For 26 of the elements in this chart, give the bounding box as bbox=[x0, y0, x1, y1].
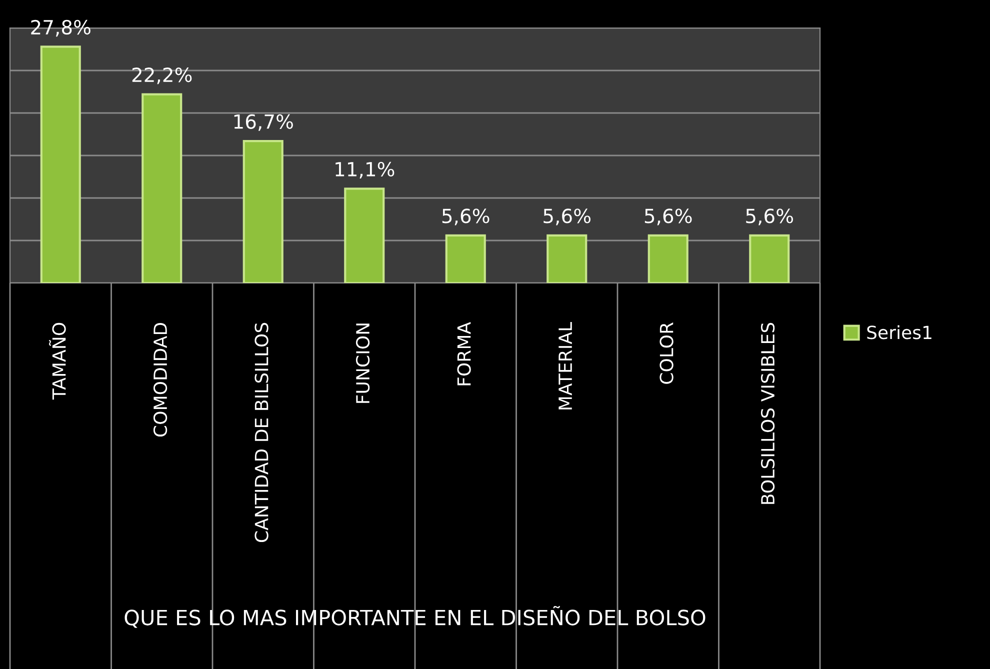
x-tick-label: FORMA bbox=[457, 322, 471, 386]
bar bbox=[749, 234, 790, 283]
bar bbox=[242, 140, 284, 283]
x-tick-label: MATERIAL bbox=[558, 322, 572, 410]
x-tick-label: FUNCION bbox=[356, 324, 370, 403]
bar bbox=[40, 46, 81, 283]
x-tick-label: CANTIDAD DE BILSILLOS bbox=[254, 322, 268, 542]
data-label: 22,2% bbox=[132, 67, 192, 84]
data-label: 27,8% bbox=[31, 20, 90, 37]
data-label: 5,6% bbox=[746, 208, 793, 226]
bar bbox=[142, 93, 182, 283]
data-label: 5,6% bbox=[644, 208, 692, 226]
x-axis-title: QUE ES LO MAS IMPORTANTE EN EL DISEÑO DEL BOLSO bbox=[124, 606, 706, 628]
data-label: 11,1% bbox=[336, 162, 394, 179]
x-tick-label: TAMAÑO bbox=[49, 322, 66, 400]
bar bbox=[445, 234, 486, 283]
bar bbox=[546, 234, 588, 283]
data-label: 5,6% bbox=[442, 208, 490, 226]
legend-label: Series1 bbox=[867, 325, 932, 340]
data-label: 16,7% bbox=[234, 114, 293, 131]
bar bbox=[648, 234, 688, 283]
x-tick-label: COMODIDAD bbox=[153, 322, 168, 437]
data-label: 5,6% bbox=[544, 208, 590, 226]
x-tick-label: BOLSILLOS VISIBLES bbox=[760, 322, 775, 504]
x-tick-label: COLOR bbox=[660, 322, 674, 384]
bar bbox=[344, 188, 385, 283]
